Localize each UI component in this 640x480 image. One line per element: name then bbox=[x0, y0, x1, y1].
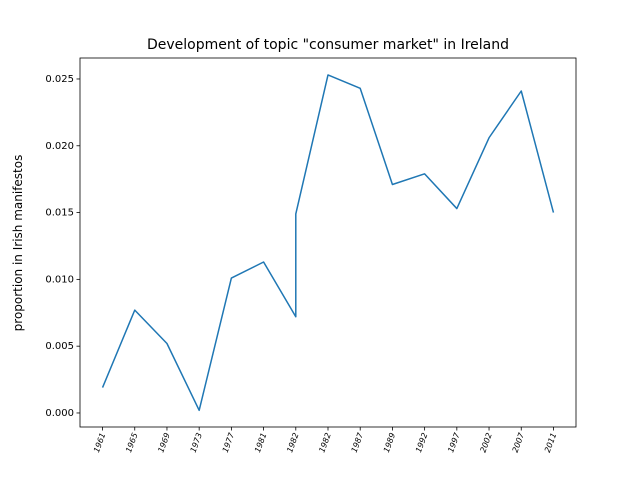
y-tick-label: 0.010 bbox=[45, 274, 74, 285]
x-tick-label: 2007 bbox=[511, 431, 527, 454]
x-tick-label: 2011 bbox=[543, 432, 558, 454]
chart-title: Development of topic "consumer market" i… bbox=[147, 37, 509, 53]
y-tick-label: 0.015 bbox=[45, 208, 74, 219]
x-tick-label: 1977 bbox=[221, 431, 237, 454]
plot-frame bbox=[79, 57, 577, 428]
x-tick-label: 1981 bbox=[253, 432, 268, 454]
x-tick-label: 1987 bbox=[350, 431, 366, 454]
y-tick-label: 0.020 bbox=[45, 141, 74, 152]
x-tick-label: 2002 bbox=[478, 432, 493, 454]
x-tick-label: 1992 bbox=[414, 432, 429, 454]
y-tick-label: 0.025 bbox=[45, 74, 74, 85]
x-tick-label: 1973 bbox=[189, 432, 204, 454]
x-tick-label: 1982 bbox=[285, 432, 300, 454]
x-tick-label: 1989 bbox=[382, 432, 397, 454]
y-axis-label: proportion in Irish manifestos bbox=[11, 155, 25, 332]
line-series bbox=[101, 74, 555, 412]
y-tick-label: 0.000 bbox=[45, 408, 74, 419]
x-tick-label: 1997 bbox=[446, 431, 462, 454]
x-tick-label: 1965 bbox=[124, 432, 139, 454]
x-tick-label: 1982 bbox=[317, 432, 332, 454]
x-tick-label: 1961 bbox=[92, 432, 107, 454]
x-tick-label: 1969 bbox=[156, 432, 171, 454]
y-tick-label: 0.005 bbox=[45, 341, 74, 352]
